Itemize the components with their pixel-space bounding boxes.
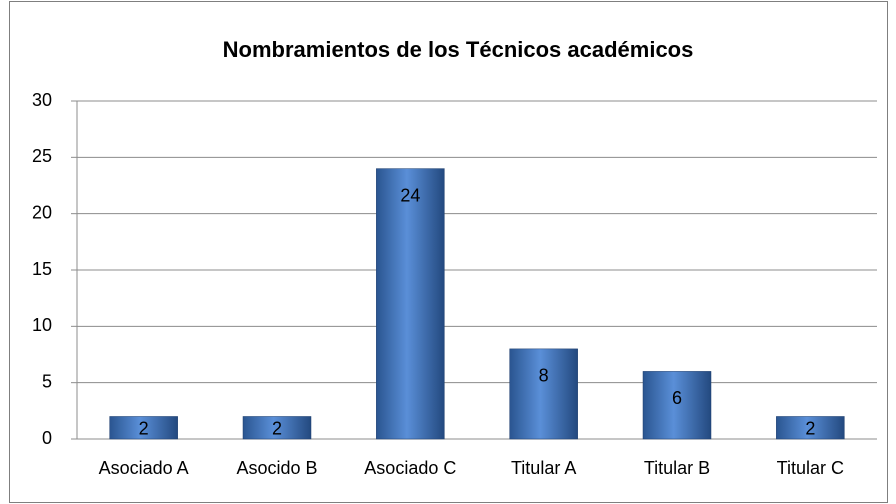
- y-tick-label: 0: [42, 428, 52, 448]
- chart-title: Nombramientos de los Técnicos académicos: [223, 37, 694, 62]
- y-tick-label: 10: [32, 315, 52, 335]
- data-label: 8: [539, 366, 549, 386]
- x-tick-label: Titular A: [511, 458, 576, 478]
- data-label: 6: [672, 388, 682, 408]
- x-tick-label: Asociado A: [99, 458, 189, 478]
- bar: [242, 416, 312, 440]
- x-tick-label: Titular B: [644, 458, 710, 478]
- bar: [776, 416, 845, 440]
- data-label: 2: [272, 418, 282, 438]
- bar: [109, 416, 178, 440]
- bar: [642, 371, 712, 440]
- y-tick-label: 20: [32, 202, 52, 222]
- bar: [509, 348, 578, 440]
- y-tick-label: 15: [32, 259, 52, 279]
- y-tick-label: 30: [32, 90, 52, 110]
- y-tick-label: 5: [42, 371, 52, 391]
- x-tick-label: Asociado C: [364, 458, 456, 478]
- x-tick-label: Titular C: [777, 458, 844, 478]
- x-tick-label: Asocido B: [236, 458, 317, 478]
- data-label: 2: [139, 418, 149, 438]
- bar: [376, 168, 445, 440]
- data-label: 2: [805, 418, 815, 438]
- y-tick-label: 25: [32, 146, 52, 166]
- data-label: 24: [400, 185, 420, 205]
